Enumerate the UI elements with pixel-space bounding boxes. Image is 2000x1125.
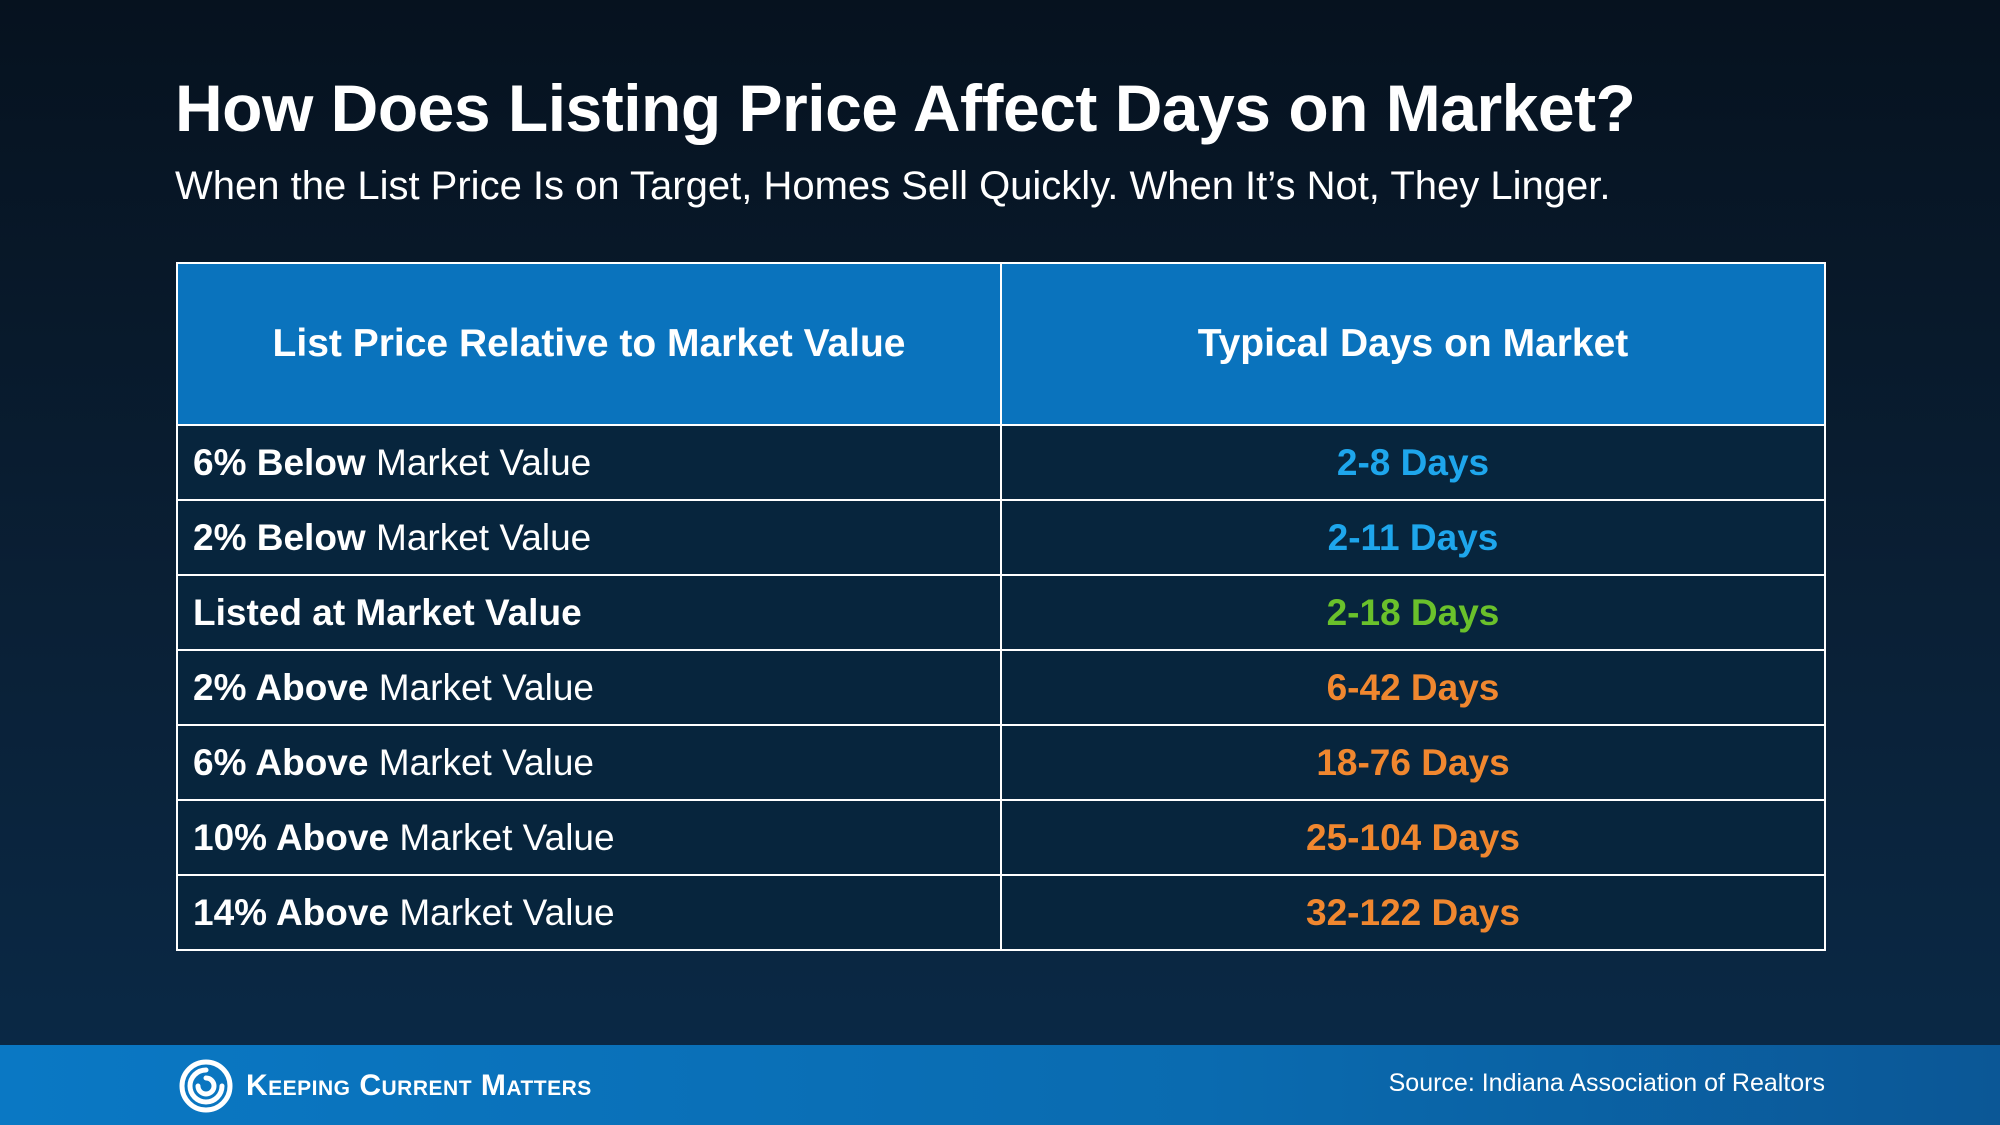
table-row: 14% Above Market Value 32-122 Days xyxy=(176,874,1826,951)
source-citation: Source: Indiana Association of Realtors xyxy=(1388,1069,1825,1097)
price-relative-text: Market Value xyxy=(365,441,592,483)
price-relative-emphasis: 6% Above xyxy=(193,741,369,783)
days-on-market-cell: 2-11 Days xyxy=(1000,499,1826,576)
price-relative-cell: 2% Above Market Value xyxy=(176,649,1002,726)
footer-bar: Keeping Current Matters Source: Indiana … xyxy=(0,1045,2000,1125)
price-relative-emphasis: 14% Above xyxy=(193,891,390,933)
brand-logo: Keeping Current Matters xyxy=(178,1058,592,1114)
column-header-price: List Price Relative to Market Value xyxy=(176,262,1002,426)
price-relative-text: Market Value xyxy=(368,666,594,708)
brand-name: Keeping Current Matters xyxy=(246,1069,592,1102)
days-on-market-cell: 2-18 Days xyxy=(1000,574,1826,651)
swirl-logo-icon xyxy=(179,1059,233,1113)
days-on-market-cell: 32-122 Days xyxy=(1000,874,1826,951)
days-on-market-cell: 6-42 Days xyxy=(1000,649,1826,726)
price-relative-emphasis: 6% Below xyxy=(193,441,366,483)
table-header-row: List Price Relative to Market Value Typi… xyxy=(176,262,1826,426)
days-on-market-table: List Price Relative to Market Value Typi… xyxy=(176,262,1826,951)
days-on-market-cell: 25-104 Days xyxy=(1000,799,1826,876)
page-subtitle: When the List Price Is on Target, Homes … xyxy=(175,164,1611,208)
price-relative-cell: 2% Below Market Value xyxy=(176,499,1002,576)
table-row: 6% Above Market Value 18-76 Days xyxy=(176,724,1826,801)
price-relative-text: Market Value xyxy=(365,516,592,558)
price-relative-cell: Listed at Market Value xyxy=(176,574,1002,651)
table-body: 6% Below Market Value 2-8 Days 2% Below Ma… xyxy=(176,424,1826,951)
price-relative-emphasis: 10% Above xyxy=(193,816,390,858)
table-row: Listed at Market Value 2-18 Days xyxy=(176,574,1826,651)
table-row: 10% Above Market Value 25-104 Days xyxy=(176,799,1826,876)
price-relative-emphasis: 2% Below xyxy=(193,516,366,558)
days-on-market-cell: 2-8 Days xyxy=(1000,424,1826,501)
price-relative-text: Market Value xyxy=(389,816,615,858)
price-relative-emphasis: Listed at Market Value xyxy=(193,591,582,633)
price-relative-text: Market Value xyxy=(389,891,615,933)
price-relative-cell: 6% Below Market Value xyxy=(176,424,1002,501)
table-row: 2% Above Market Value 6-42 Days xyxy=(176,649,1826,726)
table-row: 2% Below Market Value 2-11 Days xyxy=(176,499,1826,576)
price-relative-text: Market Value xyxy=(368,741,594,783)
column-header-days: Typical Days on Market xyxy=(1000,262,1826,426)
price-relative-cell: 14% Above Market Value xyxy=(176,874,1002,951)
price-relative-cell: 6% Above Market Value xyxy=(176,724,1002,801)
price-relative-emphasis: 2% Above xyxy=(193,666,369,708)
table-row: 6% Below Market Value 2-8 Days xyxy=(176,424,1826,501)
page-title: How Does Listing Price Affect Days on Ma… xyxy=(175,71,1636,145)
days-on-market-cell: 18-76 Days xyxy=(1000,724,1826,801)
price-relative-cell: 10% Above Market Value xyxy=(176,799,1002,876)
